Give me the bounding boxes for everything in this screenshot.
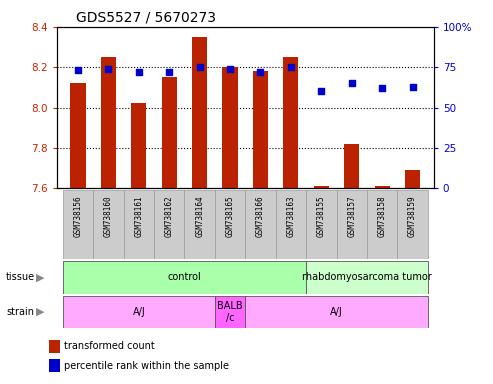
Text: GSM738160: GSM738160 — [104, 195, 113, 237]
Bar — [131, 104, 146, 188]
Point — [348, 80, 355, 86]
Point — [165, 69, 173, 75]
Bar — [405, 170, 420, 188]
Text: rhabdomyosarcoma tumor: rhabdomyosarcoma tumor — [302, 272, 432, 283]
Bar — [215, 296, 246, 328]
Text: tissue: tissue — [6, 272, 35, 283]
Point — [105, 66, 112, 72]
Bar — [93, 190, 124, 259]
Text: strain: strain — [6, 307, 34, 317]
Bar — [253, 71, 268, 188]
Text: GDS5527 / 5670273: GDS5527 / 5670273 — [75, 10, 215, 24]
Bar — [283, 57, 298, 188]
Text: GSM738158: GSM738158 — [378, 195, 387, 237]
Text: GSM738156: GSM738156 — [73, 195, 82, 237]
Text: ▶: ▶ — [35, 272, 44, 283]
Bar — [375, 186, 390, 188]
Text: percentile rank within the sample: percentile rank within the sample — [64, 361, 229, 371]
Text: GSM738161: GSM738161 — [134, 195, 143, 237]
Point — [287, 64, 295, 70]
Text: A/J: A/J — [330, 307, 343, 317]
Bar — [397, 190, 428, 259]
Bar — [124, 190, 154, 259]
Text: GSM738159: GSM738159 — [408, 195, 417, 237]
Point — [409, 83, 417, 89]
Text: GSM738164: GSM738164 — [195, 195, 204, 237]
Point — [196, 64, 204, 70]
Bar — [306, 190, 337, 259]
Bar — [192, 37, 207, 188]
Point — [256, 69, 264, 75]
Point — [317, 88, 325, 94]
Text: GSM738157: GSM738157 — [347, 195, 356, 237]
Text: GSM738165: GSM738165 — [226, 195, 235, 237]
Point — [378, 85, 386, 91]
Bar — [63, 261, 306, 294]
Bar — [246, 190, 276, 259]
Bar — [63, 190, 93, 259]
Text: GSM738162: GSM738162 — [165, 195, 174, 237]
Text: control: control — [168, 272, 201, 283]
Bar — [63, 296, 215, 328]
Bar — [367, 190, 397, 259]
Text: GSM738166: GSM738166 — [256, 195, 265, 237]
Text: GSM738155: GSM738155 — [317, 195, 326, 237]
Text: A/J: A/J — [133, 307, 145, 317]
Bar — [306, 261, 428, 294]
Text: ▶: ▶ — [35, 307, 44, 317]
Text: transformed count: transformed count — [64, 341, 155, 351]
Bar — [276, 190, 306, 259]
Text: BALB
/c: BALB /c — [217, 301, 243, 323]
Bar — [222, 67, 238, 188]
Bar — [314, 186, 329, 188]
Text: GSM738163: GSM738163 — [286, 195, 295, 237]
Point — [135, 69, 143, 75]
Bar — [162, 77, 177, 188]
Point — [226, 66, 234, 72]
Bar — [215, 190, 246, 259]
Bar — [337, 190, 367, 259]
Bar — [246, 296, 428, 328]
Bar — [154, 190, 184, 259]
Point — [74, 67, 82, 73]
Bar — [70, 83, 86, 188]
Bar — [184, 190, 215, 259]
Bar — [344, 144, 359, 188]
Bar — [101, 57, 116, 188]
